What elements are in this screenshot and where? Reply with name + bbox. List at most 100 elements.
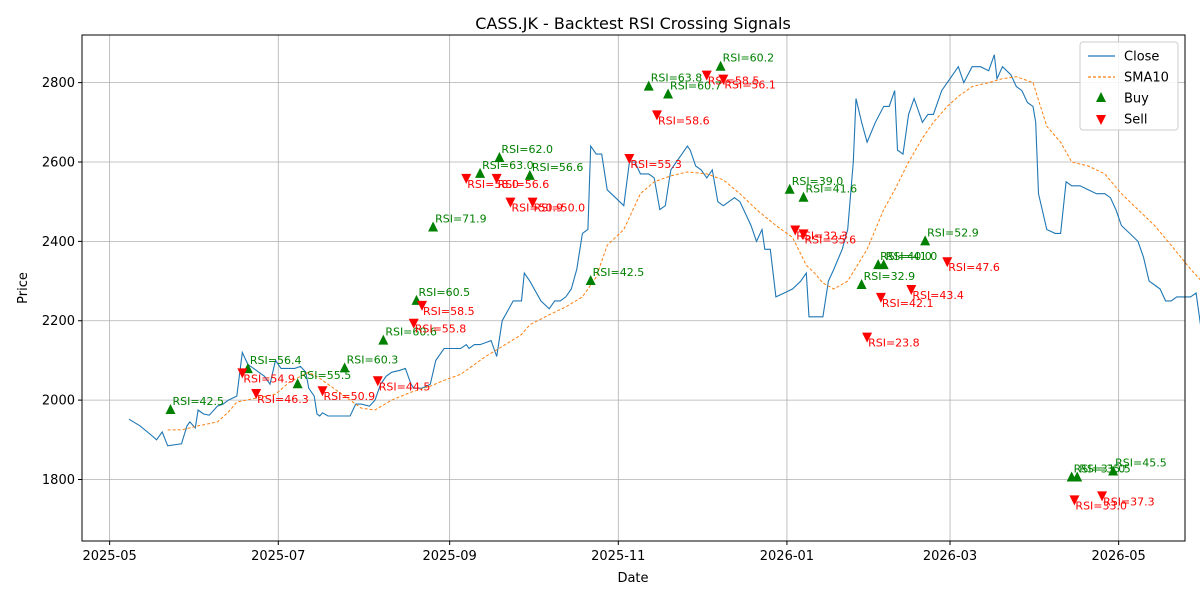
buy-label: RSI=40.0 xyxy=(880,250,932,263)
sell-label: RSI=42.1 xyxy=(882,297,934,310)
y-tick-label: 2800 xyxy=(42,76,75,91)
sell-marker xyxy=(317,386,328,397)
sell-label: RSI=56.1 xyxy=(724,79,776,92)
buy-label: RSI=41.6 xyxy=(806,183,858,196)
sell-marker xyxy=(417,300,428,311)
sell-label: RSI=47.6 xyxy=(948,261,1000,274)
buy-marker xyxy=(663,88,674,99)
sell-marker xyxy=(1097,491,1108,502)
buy-marker xyxy=(585,275,596,286)
x-tick-label: 2025-05 xyxy=(82,549,136,564)
x-tick-label: 2026-03 xyxy=(923,549,977,564)
plot-area xyxy=(128,54,1200,447)
sell-marker xyxy=(942,257,953,268)
sell-label: RSI=23.8 xyxy=(868,337,920,350)
buy-label: RSI=63.0 xyxy=(482,159,534,172)
x-tick-label: 2025-07 xyxy=(251,549,305,564)
sma10-line xyxy=(167,76,1200,431)
buy-label: RSI=62.0 xyxy=(501,143,553,156)
buy-marker xyxy=(784,183,795,194)
buy-label: RSI=41.0 xyxy=(886,250,938,263)
sell-label: RSI=56.6 xyxy=(498,178,550,191)
buy-label: RSI=32.9 xyxy=(864,270,916,283)
buy-marker xyxy=(165,404,176,415)
x-tick-label: 2026-01 xyxy=(760,549,814,564)
buy-marker xyxy=(1108,465,1119,476)
buy-label: RSI=60.6 xyxy=(385,326,437,339)
buy-label: RSI=35.5 xyxy=(1079,463,1131,476)
buy-label: RSI=60.5 xyxy=(418,286,470,299)
y-tick-label: 2200 xyxy=(42,314,75,329)
sell-label: RSI=33.0 xyxy=(1075,499,1127,512)
buy-label: RSI=42.5 xyxy=(593,266,645,279)
sell-marker xyxy=(251,388,262,399)
buy-marker xyxy=(920,235,931,246)
sell-marker xyxy=(701,70,712,81)
sell-label: RSI=58.6 xyxy=(658,114,710,127)
sell-label: RSI=46.3 xyxy=(257,393,309,406)
sell-label: RSI=58.5 xyxy=(423,305,475,318)
sell-marker xyxy=(875,292,886,303)
x-tick-label: 2025-11 xyxy=(591,549,645,564)
legend-box xyxy=(1079,41,1179,131)
x-axis-label: Date xyxy=(617,571,648,586)
legend-swatch xyxy=(1096,115,1106,125)
sell-label: RSI=32.3 xyxy=(796,229,848,242)
sell-marker xyxy=(862,332,873,343)
buy-label: RSI=63.8 xyxy=(651,72,703,85)
legend: Close SMA10 Buy Sell xyxy=(1079,41,1179,131)
buy-marker xyxy=(856,279,867,290)
buy-label: RSI=45.5 xyxy=(1115,457,1167,470)
buy-label: RSI=60.3 xyxy=(347,353,399,366)
buy-label: RSI=60.7 xyxy=(670,80,722,93)
legend-label: Sell xyxy=(1124,113,1147,128)
y-axis-ticks: 1800 2000 2200 2400 2600 2800 xyxy=(42,76,82,488)
buy-marker xyxy=(494,152,505,163)
x-axis-ticks: 2025-05 2025-07 2025-09 2025-11 2026-01 2026-… xyxy=(82,541,1146,564)
sell-label: RSI=50.0 xyxy=(534,202,586,215)
grid-lines xyxy=(82,35,1185,541)
y-tick-label: 1800 xyxy=(42,473,75,488)
buy-label: RSI=55.5 xyxy=(300,369,352,382)
buy-marker xyxy=(715,60,726,71)
sell-marker xyxy=(527,197,538,208)
buy-marker xyxy=(1072,471,1083,482)
sell-marker xyxy=(505,197,516,208)
buy-label: RSI=42.5 xyxy=(172,395,224,408)
sell-marker xyxy=(491,173,502,184)
buy-marker xyxy=(798,191,809,202)
signal-markers: RSI=42.5 RSI=56.4 RSI=55.5 RSI=60.3 RSI=60.6… xyxy=(165,52,1167,512)
sell-marker xyxy=(624,154,635,165)
sell-marker xyxy=(718,74,729,85)
sell-label: RSI=55.3 xyxy=(630,158,682,171)
buy-marker xyxy=(475,167,486,178)
buy-marker xyxy=(292,378,303,389)
x-tick-label: 2025-09 xyxy=(423,549,477,564)
sell-marker xyxy=(651,110,662,121)
buy-marker xyxy=(878,259,889,270)
sell-marker xyxy=(237,368,248,379)
sell-label: RSI=54.9 xyxy=(243,372,295,385)
buy-marker xyxy=(428,221,439,232)
legend-swatch xyxy=(1096,92,1106,102)
legend-label: Close xyxy=(1124,50,1159,65)
y-axis-label: Price xyxy=(16,272,31,304)
sell-marker xyxy=(906,284,917,295)
sell-marker xyxy=(408,318,419,329)
sell-marker xyxy=(790,225,801,236)
close-line xyxy=(128,54,1200,447)
y-tick-label: 2600 xyxy=(42,155,75,170)
buy-label: RSI=52.9 xyxy=(927,226,979,239)
buy-label: RSI=39.0 xyxy=(792,175,844,188)
buy-label: RSI=56.4 xyxy=(250,354,302,367)
buy-marker xyxy=(643,80,654,91)
buy-marker xyxy=(378,334,389,345)
buy-marker xyxy=(524,169,535,180)
buy-label: RSI=71.9 xyxy=(435,212,487,225)
sell-label: RSI=50.9 xyxy=(511,202,563,215)
buy-label: RSI=60.2 xyxy=(723,52,775,65)
sell-marker xyxy=(461,173,472,184)
legend-label: SMA10 xyxy=(1124,71,1169,86)
